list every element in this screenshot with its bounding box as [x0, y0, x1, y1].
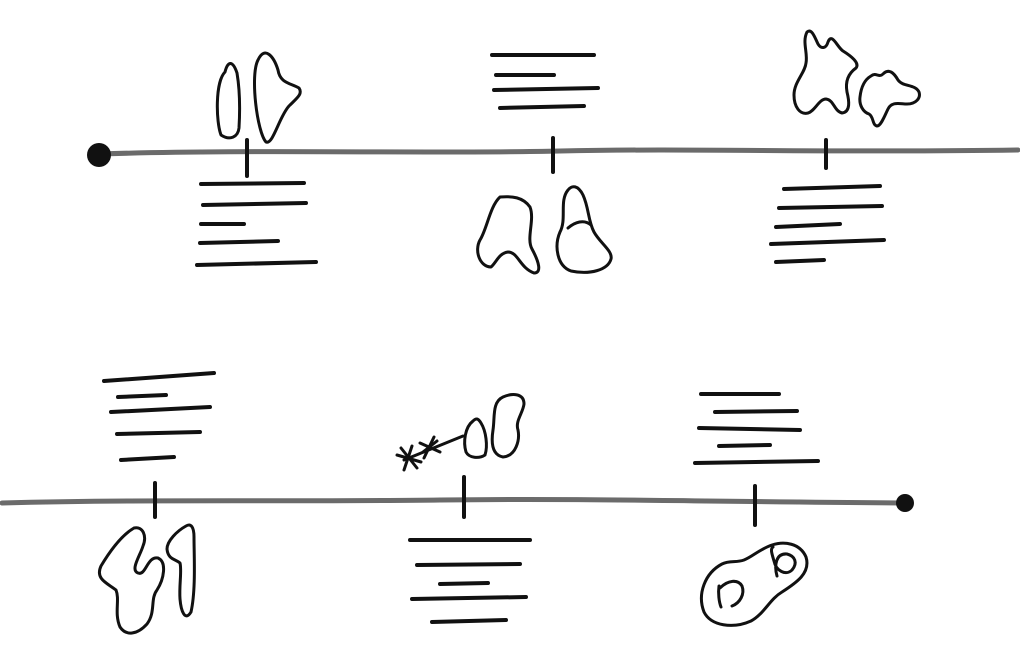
milestone-top-3-doodle	[792, 29, 921, 128]
timeline-row-top	[87, 29, 1020, 275]
milestone-top-3-text-lines	[769, 184, 886, 264]
milestone-bottom-2-text-lines	[408, 538, 532, 624]
milestone-top-1-doodle	[215, 51, 302, 144]
milestone-bottom-1-text-lines	[102, 371, 216, 462]
milestone-top-2-doodle	[476, 185, 613, 275]
timeline-row-bottom	[0, 371, 914, 635]
milestone-bottom-1-doodle	[98, 523, 196, 635]
milestone-bottom-3-text-lines	[693, 392, 820, 465]
milestone-bottom-2-doodle	[395, 393, 526, 472]
timeline-end-dot-bottom	[896, 494, 914, 512]
timeline-axis-bottom	[0, 496, 907, 506]
timeline-axis-top	[97, 147, 1020, 157]
milestone-bottom-3-doodle	[699, 541, 809, 627]
milestone-top-2-text-lines	[490, 53, 600, 110]
milestone-top-1-text-lines	[195, 181, 318, 267]
timeline-start-dot-top	[87, 143, 111, 167]
